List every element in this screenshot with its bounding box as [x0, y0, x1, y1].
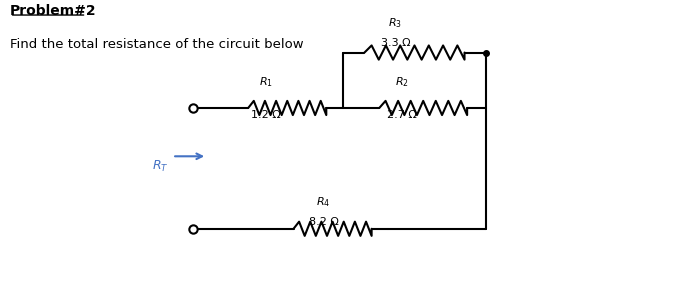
- Text: 1.2 Ω: 1.2 Ω: [251, 110, 281, 120]
- Text: Problem#2: Problem#2: [10, 4, 97, 18]
- Text: $R_2$: $R_2$: [395, 75, 409, 89]
- Text: $R_1$: $R_1$: [260, 75, 273, 89]
- Text: $R_T$: $R_T$: [152, 159, 169, 174]
- Text: 2.7 Ω: 2.7 Ω: [387, 110, 417, 120]
- Text: 3.3 Ω: 3.3 Ω: [381, 38, 410, 48]
- Text: $R_3$: $R_3$: [389, 16, 402, 30]
- Text: $R_4$: $R_4$: [316, 195, 330, 209]
- Text: 8.2 Ω: 8.2 Ω: [309, 217, 338, 227]
- Text: Find the total resistance of the circuit below: Find the total resistance of the circuit…: [10, 38, 303, 51]
